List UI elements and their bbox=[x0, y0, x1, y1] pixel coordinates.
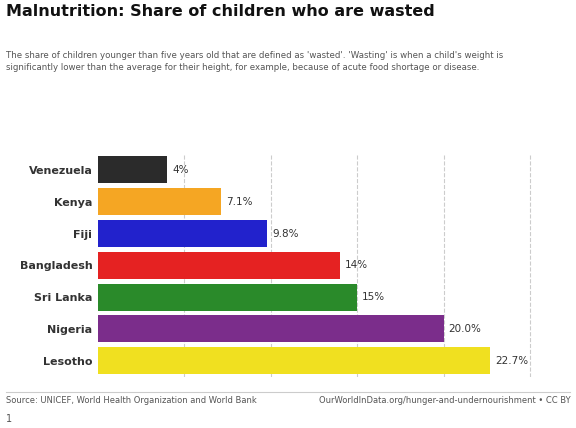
Text: 4%: 4% bbox=[172, 165, 189, 175]
Text: Source: UNICEF, World Health Organization and World Bank: Source: UNICEF, World Health Organizatio… bbox=[6, 396, 256, 405]
Bar bbox=[98, 347, 490, 374]
Text: 15%: 15% bbox=[362, 292, 385, 302]
Bar bbox=[98, 284, 357, 311]
Text: 14%: 14% bbox=[345, 260, 368, 270]
Text: The share of children younger than five years old that are defined as 'wasted'. : The share of children younger than five … bbox=[6, 51, 503, 72]
Text: 1: 1 bbox=[6, 414, 12, 424]
Text: OurWorldInData.org/hunger-and-undernourishment • CC BY: OurWorldInData.org/hunger-and-undernouri… bbox=[319, 396, 570, 405]
Text: 7.1%: 7.1% bbox=[226, 197, 252, 207]
Bar bbox=[98, 315, 444, 342]
Bar bbox=[98, 188, 221, 215]
Bar bbox=[98, 220, 267, 247]
Text: Our World: Our World bbox=[505, 17, 552, 26]
Text: 20.0%: 20.0% bbox=[449, 324, 482, 334]
Text: Malnutrition: Share of children who are wasted: Malnutrition: Share of children who are … bbox=[6, 4, 434, 19]
Bar bbox=[98, 252, 340, 279]
Text: 22.7%: 22.7% bbox=[495, 356, 529, 366]
Text: in Data: in Data bbox=[511, 37, 545, 46]
Text: 9.8%: 9.8% bbox=[272, 229, 299, 238]
Bar bbox=[98, 157, 167, 184]
